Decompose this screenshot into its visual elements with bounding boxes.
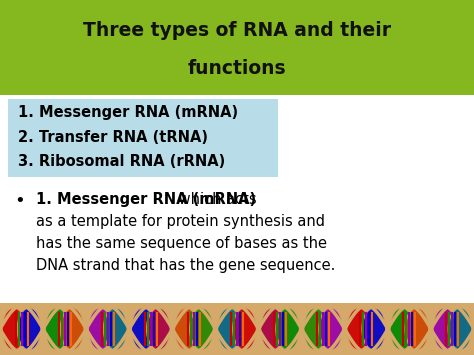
Text: 2. Transfer RNA (tRNA): 2. Transfer RNA (tRNA): [18, 130, 208, 144]
Text: 1. Messenger RNA (mRNA): 1. Messenger RNA (mRNA): [18, 105, 238, 120]
Text: DNA strand that has the gene sequence.: DNA strand that has the gene sequence.: [36, 258, 336, 273]
Text: Three types of RNA and their: Three types of RNA and their: [83, 21, 391, 40]
Ellipse shape: [131, 308, 155, 350]
Bar: [0, 303, 474, 355]
Text: functions: functions: [188, 59, 286, 78]
Ellipse shape: [390, 308, 413, 350]
Ellipse shape: [88, 308, 112, 350]
Ellipse shape: [61, 308, 84, 350]
Ellipse shape: [2, 308, 26, 350]
Ellipse shape: [433, 308, 456, 350]
Bar: [0, 0, 474, 95]
Text: as a template for protein synthesis and: as a template for protein synthesis and: [36, 214, 325, 229]
Ellipse shape: [190, 308, 213, 350]
Text: 1. Messenger RNA (mRNA): 1. Messenger RNA (mRNA): [36, 192, 256, 207]
Text: has the same sequence of bases as the: has the same sequence of bases as the: [36, 236, 327, 251]
Ellipse shape: [405, 308, 429, 350]
Ellipse shape: [319, 308, 343, 350]
Text: which acts: which acts: [174, 192, 256, 207]
Bar: [8, 99, 278, 177]
Ellipse shape: [303, 308, 327, 350]
Ellipse shape: [261, 308, 284, 350]
Text: •: •: [14, 192, 25, 210]
Ellipse shape: [362, 308, 386, 350]
Ellipse shape: [218, 308, 241, 350]
Ellipse shape: [448, 308, 472, 350]
Ellipse shape: [346, 308, 370, 350]
Ellipse shape: [45, 308, 69, 350]
Ellipse shape: [18, 308, 41, 350]
Text: 3. Ribosomal RNA (rRNA): 3. Ribosomal RNA (rRNA): [18, 153, 225, 169]
Ellipse shape: [174, 308, 198, 350]
Ellipse shape: [104, 308, 128, 350]
Ellipse shape: [276, 308, 300, 350]
Ellipse shape: [233, 308, 256, 350]
Ellipse shape: [147, 308, 171, 350]
